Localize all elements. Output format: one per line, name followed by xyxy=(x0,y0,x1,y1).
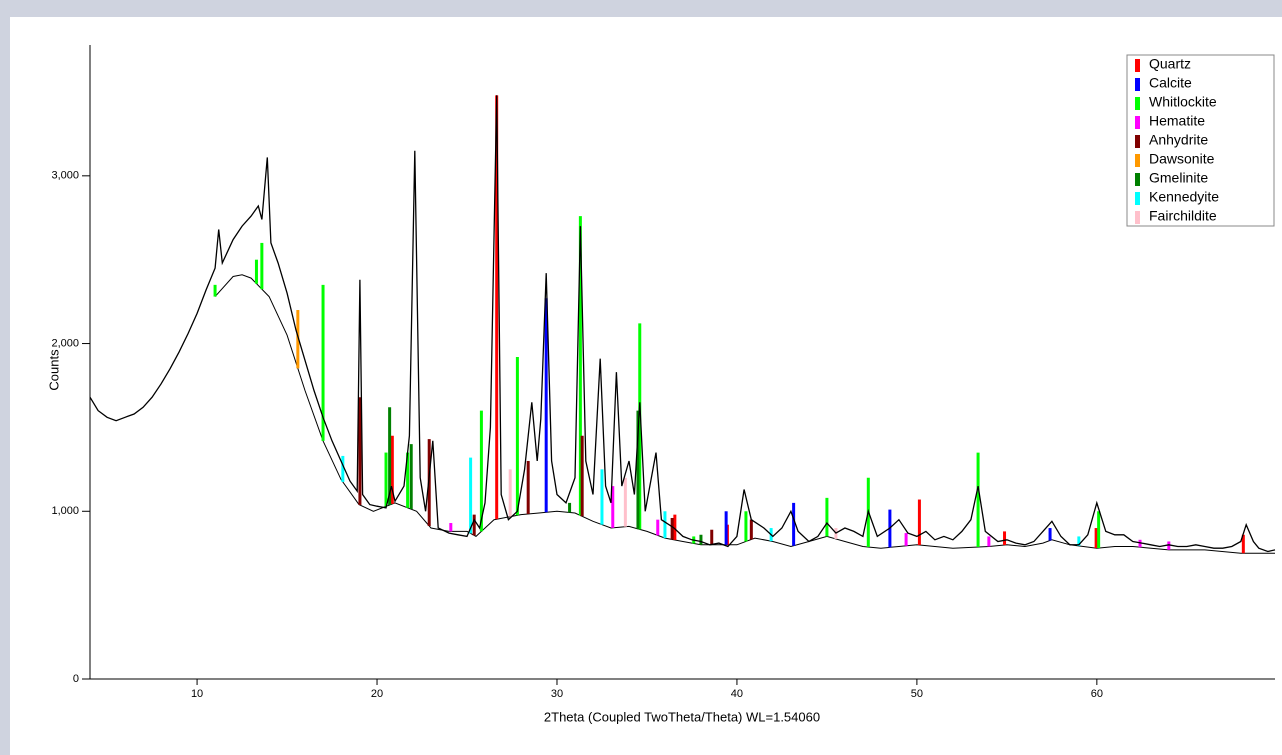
legend-swatch xyxy=(1135,116,1140,129)
legend-box xyxy=(1126,54,1275,227)
x-tick-label: 30 xyxy=(551,688,563,700)
x-tick-label: 20 xyxy=(371,688,383,700)
legend-label: Whitlockite xyxy=(1149,94,1217,110)
x-tick-label: 10 xyxy=(191,688,203,700)
legend-label: Calcite xyxy=(1149,75,1192,91)
legend-label: Gmelinite xyxy=(1149,170,1208,186)
legend-swatch xyxy=(1135,135,1140,148)
diffraction-pattern xyxy=(89,95,1276,553)
chart: Counts 2Theta (Coupled TwoTheta/Theta) W… xyxy=(46,45,1276,724)
legend-swatch xyxy=(1135,173,1140,186)
y-tick-label: 1,000 xyxy=(51,505,79,517)
legend-swatch xyxy=(1135,211,1140,224)
legend-label: Hematite xyxy=(1149,113,1205,129)
legend-swatch xyxy=(1135,97,1140,110)
legend-swatch xyxy=(1135,59,1140,72)
y-tick-label: 2,000 xyxy=(51,337,79,349)
x-tick-label: 60 xyxy=(1091,688,1103,700)
legend-swatch xyxy=(1135,154,1140,167)
panel: Counts 2Theta (Coupled TwoTheta/Theta) W… xyxy=(10,17,1282,755)
legend-swatch xyxy=(1135,192,1140,205)
y-tick-label: 3,000 xyxy=(51,170,79,182)
legend-label: Quartz xyxy=(1149,56,1191,72)
x-tick-label: 40 xyxy=(731,688,743,700)
x-tick-label: 50 xyxy=(911,688,923,700)
y-tick-label: 0 xyxy=(73,673,79,685)
x-axis-label: 2Theta (Coupled TwoTheta/Theta) WL=1.540… xyxy=(544,709,820,724)
legend-label: Fairchildite xyxy=(1149,208,1217,224)
y-axis-label: Counts xyxy=(46,349,61,391)
legend-swatch xyxy=(1135,78,1140,91)
legend-label: Anhydrite xyxy=(1149,132,1208,148)
legend-label: Kennedyite xyxy=(1149,189,1219,205)
legend-label: Dawsonite xyxy=(1149,151,1215,167)
